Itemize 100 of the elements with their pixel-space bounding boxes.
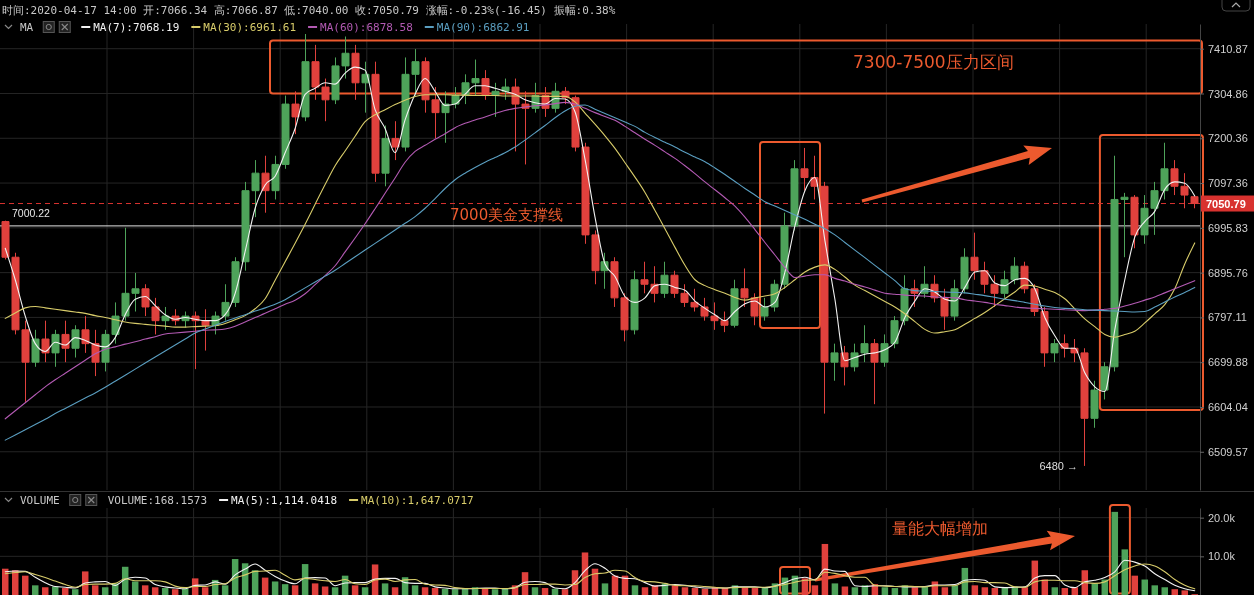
candlestick: [291, 90, 300, 135]
bar: [411, 585, 419, 595]
bar: [1151, 585, 1159, 595]
candlestick: [41, 320, 50, 363]
y-tick-label: 6995.83: [1208, 221, 1248, 234]
bar: [701, 588, 709, 595]
bar: [641, 587, 649, 595]
legend-label: MA(10):1,647.0717: [361, 493, 474, 507]
bar: [131, 581, 139, 595]
bar: [1051, 587, 1059, 595]
y-tick-label: 6895.76: [1208, 266, 1248, 279]
candlestick: [970, 232, 979, 281]
bar: [101, 587, 109, 595]
bar: [1141, 579, 1149, 595]
bar: [601, 583, 609, 595]
candlestick: [391, 120, 400, 161]
bar: [351, 585, 359, 595]
legend-label: MA(5):1,114.0418: [231, 493, 338, 507]
bar: [291, 585, 299, 595]
bar: [261, 577, 269, 595]
bar: [71, 589, 79, 595]
bar: [391, 587, 399, 595]
bar: [891, 588, 899, 595]
bar: [161, 588, 169, 595]
candlestick: [381, 125, 390, 187]
bar: [1181, 590, 1189, 595]
bar: [561, 589, 569, 595]
bar: [841, 586, 849, 595]
annotation: 6480 →: [1039, 460, 1078, 472]
candlestick: [81, 315, 90, 354]
bar: [271, 581, 279, 595]
bar: [541, 588, 549, 595]
y-tick-label: 7097.36: [1208, 177, 1248, 190]
bar: [631, 585, 639, 595]
candlestick: [261, 155, 270, 214]
y-tick-label: 7410.87: [1208, 42, 1248, 55]
legend-label: MA(30):6961.61: [203, 20, 297, 34]
chart-title: 时间:2020-04-17 14:00 开:7066.34 高:7066.87 低:7040.00 收:7050.79 涨幅:-0.23%(-16.45) 振幅:0.38%: [2, 3, 616, 17]
candlestick: [730, 279, 739, 329]
bar: [991, 588, 999, 595]
bar: [1061, 588, 1069, 595]
candlestick: [830, 343, 839, 382]
candlestick: [201, 308, 210, 352]
legend-label: MA(90):6862.91: [436, 20, 530, 34]
ref-line-label: 7050.79: [1206, 197, 1246, 210]
y-tick-label: 7304.86: [1208, 87, 1248, 100]
bar: [1171, 589, 1179, 595]
bar: [811, 585, 819, 595]
bar: [61, 588, 69, 595]
bar: [201, 587, 209, 595]
legend-title: MA: [20, 20, 34, 34]
bar: [491, 589, 499, 595]
line-series: [4, 94, 1196, 338]
bar: [851, 587, 859, 595]
bar: [941, 587, 949, 595]
candlestick: [31, 329, 40, 368]
bar: [221, 585, 229, 595]
candlestick: [1090, 380, 1099, 429]
legend-label: MA(60):6878.58: [320, 20, 413, 34]
bar: [141, 585, 149, 595]
candlestick: [1100, 361, 1109, 400]
candlestick: [51, 329, 60, 368]
y-tick-label: 6604.04: [1208, 401, 1248, 414]
chart-title: VOLUME:168.1573: [107, 493, 208, 507]
bar: [151, 587, 159, 595]
bar: [361, 587, 369, 595]
bar: [31, 585, 39, 595]
bar: [551, 588, 559, 595]
candlestick: [71, 324, 80, 359]
candlestick: [61, 320, 70, 363]
candlestick: [870, 338, 879, 405]
candlestick: [1050, 338, 1059, 363]
y-tick-label: 10.0k: [1208, 550, 1236, 563]
annotation: 量能大幅增加: [892, 519, 988, 538]
bar: [91, 585, 99, 595]
bar: [691, 588, 699, 595]
bar: [441, 588, 449, 595]
bar: [1161, 587, 1169, 595]
annotation: 7300-7500压力区间: [853, 52, 1014, 72]
candlestick: [840, 345, 849, 386]
candlestick: [161, 306, 170, 331]
bar: [831, 583, 839, 595]
candlestick: [1130, 194, 1139, 249]
bar: [1131, 575, 1139, 595]
bar: [431, 588, 439, 595]
bar: [281, 584, 289, 595]
bar: [751, 588, 759, 595]
bar: [451, 589, 459, 595]
bar: [981, 587, 989, 595]
bar: [21, 575, 29, 595]
y-tick-label: 6509.57: [1208, 445, 1248, 458]
candlestick: [1190, 195, 1199, 209]
bar: [421, 587, 429, 595]
y-tick-label: 20.0k: [1208, 511, 1236, 524]
bar: [171, 589, 179, 595]
legend-label: MA(7):7068.19: [93, 20, 180, 34]
candlestick: [660, 261, 669, 299]
bar: [881, 587, 889, 595]
bar: [321, 586, 329, 595]
bar: [41, 587, 49, 595]
